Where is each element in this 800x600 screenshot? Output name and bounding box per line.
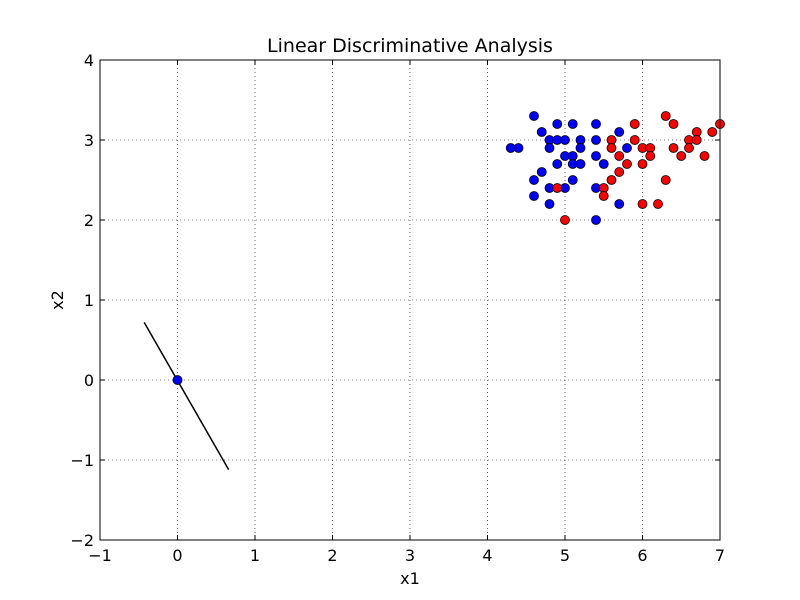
blue-point — [575, 143, 586, 153]
blue-point — [544, 199, 555, 209]
red-point — [614, 167, 625, 177]
y-tick-label: −1 — [70, 451, 94, 470]
red-point — [622, 159, 632, 169]
blue-point — [552, 159, 563, 169]
blue-point — [567, 119, 578, 129]
red-point — [637, 199, 648, 209]
red-point — [645, 151, 656, 161]
blue-point — [567, 175, 578, 185]
discriminant-line — [143, 322, 230, 470]
blue-point — [536, 127, 547, 137]
blue-point — [598, 159, 609, 169]
blue-point — [529, 191, 539, 201]
y-tick-label: 2 — [84, 211, 94, 230]
plot-frame — [99, 59, 721, 541]
x-tick-label: −1 — [88, 546, 112, 565]
x-tick-label: 2 — [327, 546, 337, 565]
blue-point — [513, 143, 524, 153]
blue-point — [591, 215, 601, 225]
blue-point — [575, 159, 586, 169]
blue-point — [614, 127, 625, 137]
red-point — [660, 175, 671, 185]
red-point — [637, 159, 648, 169]
data-layer — [143, 111, 725, 470]
red-point — [614, 151, 625, 161]
red-point — [668, 119, 679, 129]
red-point — [668, 143, 679, 153]
x-tick-label: 6 — [637, 546, 647, 565]
x-tick-label: 3 — [405, 546, 415, 565]
chart-title: Linear Discriminative Analysis — [267, 35, 553, 57]
blue-point — [552, 119, 563, 129]
x-axis-label: x1 — [400, 569, 420, 588]
blue-point — [614, 199, 625, 209]
red-point — [691, 135, 702, 145]
x-tick-label: 0 — [172, 546, 182, 565]
blue-point — [591, 135, 601, 145]
red-point — [552, 183, 563, 193]
red-point — [629, 119, 640, 129]
blue-point — [591, 151, 601, 161]
red-point — [660, 111, 671, 121]
y-tick-label: 3 — [84, 131, 94, 150]
x-tick-label: 4 — [482, 546, 492, 565]
red-point — [629, 135, 640, 145]
red-point — [606, 143, 617, 153]
blue-point — [544, 143, 555, 153]
x-tick-label: 5 — [560, 546, 570, 565]
blue-point — [622, 143, 632, 153]
red-point — [606, 175, 617, 185]
blue-point — [172, 375, 183, 385]
y-tick-label: −2 — [70, 531, 94, 550]
blue-point — [536, 167, 547, 177]
y-tick-label: 1 — [84, 291, 94, 310]
blue-point — [560, 135, 570, 145]
red-point — [560, 215, 570, 225]
y-axis-label: x2 — [48, 290, 67, 310]
y-tick-label: 4 — [84, 51, 94, 70]
y-tick-label: 0 — [84, 371, 94, 390]
blue-point — [529, 175, 539, 185]
blue-point — [591, 119, 601, 129]
red-point — [707, 127, 718, 137]
red-point — [684, 143, 694, 153]
red-point — [676, 151, 687, 161]
red-point — [598, 191, 609, 201]
red-point — [699, 151, 710, 161]
x-tick-label: 1 — [250, 546, 260, 565]
blue-point — [529, 111, 539, 121]
x-tick-label: 7 — [715, 546, 725, 565]
red-point — [653, 199, 663, 209]
